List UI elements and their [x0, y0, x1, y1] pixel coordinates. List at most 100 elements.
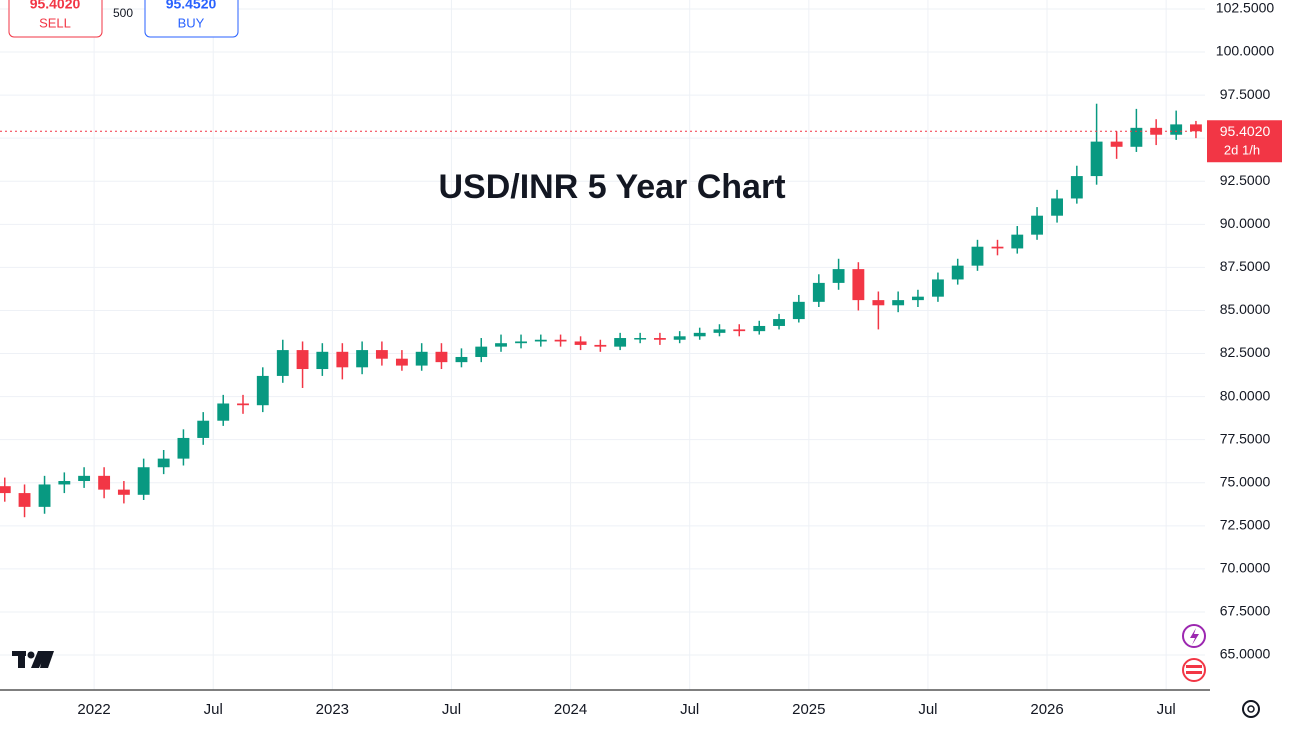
- candle-body: [534, 339, 547, 342]
- y-tick-label: 90.0000: [1220, 215, 1271, 231]
- x-tick-label: Jul: [204, 701, 223, 718]
- candle-body: [932, 279, 944, 297]
- candle-body: [753, 325, 766, 332]
- candle-body: [1031, 215, 1043, 235]
- candle-body: [892, 300, 905, 306]
- y-tick-label: 97.5000: [1220, 86, 1271, 102]
- candle-body: [78, 475, 91, 482]
- price-tag-value: 95.4020: [1220, 123, 1271, 139]
- candle-body: [673, 336, 686, 340]
- x-tick-label: Jul: [442, 701, 461, 718]
- candle-body: [614, 338, 627, 347]
- y-tick-label: 92.5000: [1220, 172, 1271, 188]
- candle-body: [733, 329, 746, 332]
- candle-body: [1011, 234, 1024, 249]
- candle-body: [98, 475, 111, 490]
- x-tick-label: 2022: [77, 701, 110, 718]
- candle-body: [475, 346, 488, 357]
- candle-body: [971, 246, 984, 266]
- y-tick-label: 80.0000: [1220, 387, 1271, 403]
- buy-price: 95.4520: [166, 0, 217, 12]
- candle-body: [276, 350, 289, 376]
- y-tick-label: 67.5000: [1220, 603, 1271, 619]
- candle-body: [1110, 141, 1123, 147]
- sell-button[interactable]: [8, 0, 103, 38]
- candle-body: [217, 403, 230, 421]
- x-tick-label: Jul: [1157, 701, 1176, 718]
- x-tick-label: 2025: [792, 701, 825, 718]
- candle-body: [356, 350, 369, 368]
- buy-label: BUY: [178, 15, 205, 30]
- x-tick-label: 2026: [1030, 701, 1063, 718]
- sell-label: SELL: [39, 15, 71, 30]
- candle-body: [375, 350, 388, 359]
- candle-body: [554, 339, 567, 342]
- y-tick-label: 77.5000: [1220, 430, 1271, 446]
- candle-body: [653, 338, 666, 340]
- candle-body: [515, 341, 527, 344]
- quantity[interactable]: 500: [113, 6, 133, 20]
- candle-body: [1090, 141, 1103, 177]
- candle-body: [792, 301, 805, 320]
- candle-body: [852, 269, 865, 301]
- candle-body: [951, 265, 964, 280]
- candle-body: [911, 296, 924, 301]
- candle-body: [296, 350, 309, 370]
- price-tag-countdown: 2d 1/h: [1224, 143, 1260, 158]
- candle-body: [18, 493, 31, 507]
- x-tick-label: 2024: [554, 701, 587, 718]
- y-tick-label: 65.0000: [1220, 646, 1271, 662]
- y-tick-label: 85.0000: [1220, 301, 1271, 317]
- y-tick-label: 75.0000: [1220, 473, 1271, 489]
- candle-body: [1070, 176, 1083, 199]
- candle-body: [832, 269, 845, 283]
- buy-button[interactable]: [144, 0, 239, 38]
- x-tick-label: Jul: [918, 701, 937, 718]
- candle-body: [237, 403, 249, 406]
- y-tick-label: 102.5000: [1216, 0, 1275, 16]
- y-tick-label: 72.5000: [1220, 517, 1271, 533]
- x-tick-label: Jul: [680, 701, 699, 718]
- y-tick-label: 70.0000: [1220, 560, 1271, 576]
- y-tick-label: 100.0000: [1216, 43, 1275, 59]
- candle-body: [177, 437, 190, 459]
- candle-body: [157, 458, 170, 468]
- candle-body: [991, 246, 1004, 249]
- grid: [0, 0, 1205, 690]
- candle-body: [574, 341, 587, 345]
- candle-body: [1130, 127, 1143, 147]
- candle-body: [812, 282, 825, 302]
- side-icons[interactable]: [1182, 624, 1206, 682]
- settings-icon[interactable]: [1242, 700, 1260, 718]
- candle-body: [395, 358, 408, 366]
- candle-body: [336, 351, 349, 368]
- candle-body: [1190, 124, 1202, 132]
- candle-body: [1051, 198, 1063, 216]
- price-tag: [1207, 120, 1282, 163]
- candle-body: [0, 486, 11, 494]
- candle-body: [58, 481, 71, 485]
- candle-body: [773, 319, 785, 326]
- candle-body: [137, 467, 150, 495]
- y-tick-label: 82.5000: [1220, 344, 1271, 360]
- candle-body: [197, 420, 210, 438]
- candles: [0, 103, 1202, 518]
- candle-body: [693, 332, 706, 337]
- candle-body: [117, 489, 130, 495]
- candle-body: [634, 338, 647, 340]
- candle-body: [415, 351, 428, 366]
- x-tick-label: 2023: [316, 701, 349, 718]
- candle-body: [316, 351, 329, 370]
- candle-body: [256, 375, 269, 406]
- candle-body: [1170, 124, 1183, 135]
- y-tick-label: 87.5000: [1220, 258, 1271, 274]
- candle-body: [594, 344, 607, 347]
- sell-price: 95.4020: [30, 0, 81, 12]
- candle-body: [38, 484, 51, 507]
- candle-body: [455, 356, 468, 363]
- candle-body: [495, 343, 507, 347]
- candle-body: [872, 300, 885, 306]
- candle-body: [435, 351, 448, 363]
